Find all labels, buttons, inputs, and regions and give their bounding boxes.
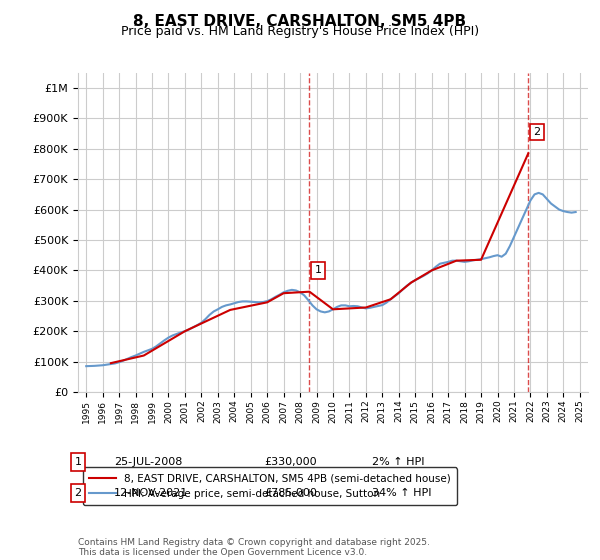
- Text: 1: 1: [74, 457, 82, 467]
- Text: 2: 2: [533, 127, 541, 137]
- Text: Contains HM Land Registry data © Crown copyright and database right 2025.
This d: Contains HM Land Registry data © Crown c…: [78, 538, 430, 557]
- Text: £785,000: £785,000: [264, 488, 317, 498]
- Text: 2: 2: [74, 488, 82, 498]
- Text: 34% ↑ HPI: 34% ↑ HPI: [372, 488, 431, 498]
- Text: 1: 1: [314, 265, 322, 276]
- Text: Price paid vs. HM Land Registry's House Price Index (HPI): Price paid vs. HM Land Registry's House …: [121, 25, 479, 38]
- Text: 8, EAST DRIVE, CARSHALTON, SM5 4PB: 8, EAST DRIVE, CARSHALTON, SM5 4PB: [133, 14, 467, 29]
- Text: £330,000: £330,000: [264, 457, 317, 467]
- Text: 12-NOV-2021: 12-NOV-2021: [114, 488, 188, 498]
- Text: 25-JUL-2008: 25-JUL-2008: [114, 457, 182, 467]
- Text: 2% ↑ HPI: 2% ↑ HPI: [372, 457, 425, 467]
- Legend: 8, EAST DRIVE, CARSHALTON, SM5 4PB (semi-detached house), HPI: Average price, se: 8, EAST DRIVE, CARSHALTON, SM5 4PB (semi…: [83, 468, 457, 505]
